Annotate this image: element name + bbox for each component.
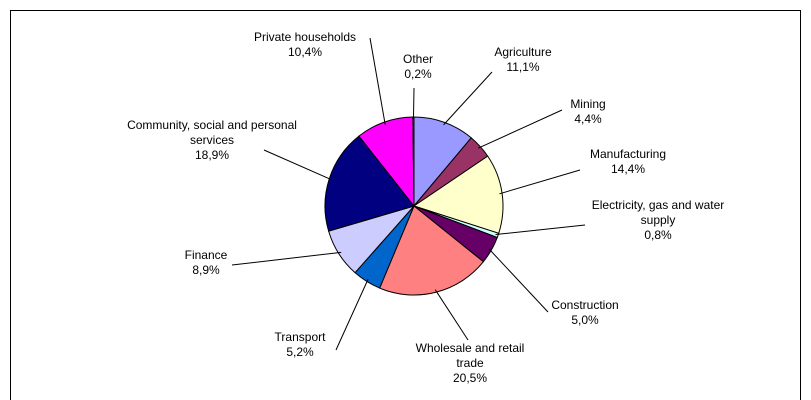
value-label: 5,2% [286, 345, 314, 359]
leader-line [412, 87, 415, 120]
slice-label: Mining 4,4% [548, 97, 628, 127]
slice-label: Electricity, gas and water supply 0,8% [578, 198, 738, 243]
category-label: Transport [274, 330, 326, 344]
leader-line [434, 289, 469, 341]
value-label: 20,5% [452, 371, 488, 385]
slice-label: Community, social and personal services 1… [112, 118, 312, 163]
category-label: Electricity, gas and water supply [591, 198, 725, 227]
chart-frame [10, 10, 801, 400]
slice-label: Agriculture 11,1% [463, 45, 583, 75]
value-label: 14,4% [610, 162, 646, 176]
slice-label: Wholesale and retail trade 20,5% [405, 341, 535, 386]
category-label: Agriculture [494, 45, 552, 59]
category-label: Construction [551, 298, 619, 312]
value-label: 11,1% [506, 60, 540, 74]
slice-label: Private households 10,4% [230, 30, 380, 60]
leader-line [231, 251, 342, 266]
leader-line [263, 149, 332, 181]
value-label: 18,9% [194, 148, 230, 162]
slice-label: Construction 5,0% [535, 298, 635, 328]
leader-line [443, 71, 493, 126]
category-label: Community, social and personal services [127, 118, 297, 147]
leader-line [495, 224, 586, 236]
pie-slice [378, 205, 485, 296]
value-label: 8,9% [192, 263, 220, 277]
leader-line [369, 37, 386, 125]
value-label: 10,4% [287, 45, 323, 59]
slice-label: Manufacturing 14,4% [573, 147, 683, 177]
leader-line [488, 248, 549, 313]
leader-line [499, 169, 581, 195]
category-label: Other [402, 52, 433, 66]
slice-label: Finance 8,9% [166, 248, 246, 278]
slice-label: Other 0,2% [388, 52, 448, 82]
category-label: Private households [253, 30, 357, 44]
category-label: Mining [570, 97, 606, 111]
slice-label: Transport 5,2% [255, 330, 345, 360]
value-label: 0,2% [404, 67, 432, 81]
leader-line [335, 278, 369, 351]
category-label: Manufacturing [589, 147, 667, 161]
category-label: Wholesale and retail trade [415, 341, 525, 370]
leader-line [477, 109, 563, 149]
category-label: Finance [184, 248, 228, 262]
value-label: 0,8% [644, 228, 672, 242]
value-label: 4,4% [574, 112, 602, 126]
value-label: 5,0% [571, 313, 599, 327]
